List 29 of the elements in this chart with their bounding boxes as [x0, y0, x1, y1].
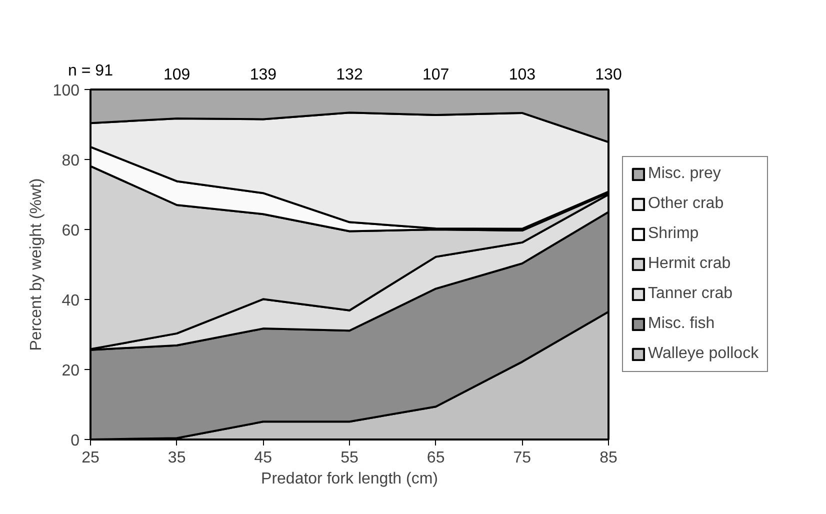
annotation: 132 — [336, 66, 363, 84]
legend-label: Walleye pollock — [648, 345, 759, 363]
x-tick-label: 65 — [426, 450, 445, 466]
x-axis-title: Predator fork length (cm) — [261, 470, 438, 488]
annotation: 130 — [595, 66, 622, 84]
annotation: 139 — [250, 66, 277, 84]
x-tick-label: 85 — [600, 450, 618, 466]
annotation: 109 — [163, 66, 190, 84]
legend-label: Other crab — [648, 195, 724, 213]
legend-label: Tanner crab — [648, 285, 732, 303]
annotation: 103 — [508, 66, 536, 84]
y-tick-label: 40 — [62, 292, 80, 310]
x-tick-label: 35 — [168, 450, 186, 466]
legend-label: Misc. prey — [648, 165, 721, 183]
legend-label: Misc. fish — [648, 315, 715, 333]
legend-label: Shrimp — [648, 225, 699, 243]
y-tick-label: 100 — [52, 82, 80, 100]
y-axis-title: Percent by weight (%wt) — [28, 178, 45, 351]
y-tick-label: 0 — [70, 432, 80, 450]
x-tick-label: 55 — [340, 450, 358, 466]
x-tick-label: 45 — [254, 450, 272, 466]
legend-label: Hermit crab — [648, 255, 731, 273]
y-tick-label: 20 — [62, 362, 80, 380]
x-tick-label: 25 — [82, 450, 100, 466]
annotation: 107 — [422, 66, 450, 84]
y-tick-label: 60 — [62, 222, 80, 240]
y-tick-label: 80 — [62, 152, 80, 170]
annotation: n = 91 — [68, 62, 114, 80]
x-tick-label: 75 — [513, 450, 532, 466]
